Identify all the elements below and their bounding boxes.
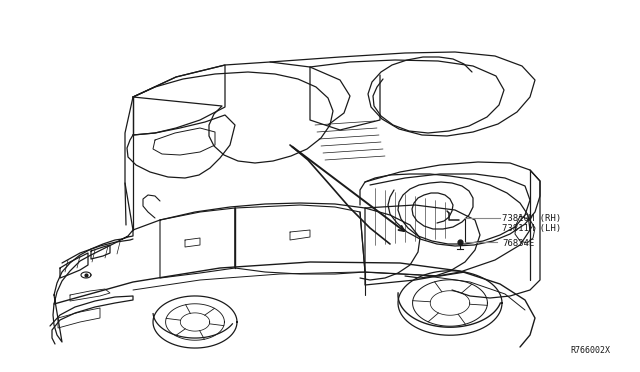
Text: R766002X: R766002X (570, 346, 610, 355)
Text: 73811M (LH): 73811M (LH) (502, 224, 561, 232)
Text: 73810M (RH): 73810M (RH) (502, 214, 561, 222)
Text: 76834E: 76834E (502, 238, 534, 247)
